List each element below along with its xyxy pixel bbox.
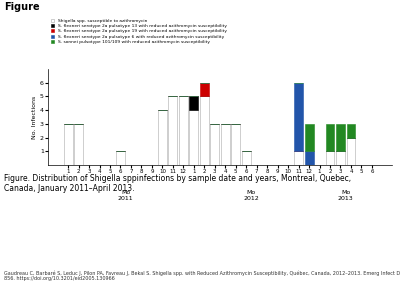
Bar <box>304 124 314 151</box>
Bar <box>168 96 177 165</box>
Bar <box>294 83 303 151</box>
Bar <box>304 151 314 165</box>
Bar <box>189 96 198 110</box>
Text: Mo
2011: Mo 2011 <box>118 190 134 201</box>
Bar <box>242 151 251 165</box>
Bar <box>294 151 303 165</box>
Bar <box>346 124 356 138</box>
Bar <box>221 124 230 165</box>
Text: Mo
2012: Mo 2012 <box>244 190 259 201</box>
Bar <box>336 151 345 165</box>
Bar <box>189 110 198 165</box>
Bar <box>64 124 72 165</box>
Bar <box>231 124 240 165</box>
Text: Gaudreau C, Barbaré S, Leduc J, Pilon PA, Favreau J, Bekal S. Shigella spp. with: Gaudreau C, Barbaré S, Leduc J, Pilon PA… <box>4 270 400 281</box>
Legend: Shigella spp. susceptible to azithromycin, S. flexneri serotype 2a pulsotype 13 : Shigella spp. susceptible to azithromyci… <box>50 18 227 44</box>
Bar <box>74 124 83 165</box>
Bar <box>158 110 167 165</box>
Bar <box>326 151 334 165</box>
Bar <box>179 96 188 165</box>
Bar <box>210 124 219 165</box>
Bar <box>336 124 345 151</box>
Text: Figure: Figure <box>4 2 40 11</box>
Bar <box>346 138 356 165</box>
Bar <box>326 124 334 151</box>
Text: Mo
2013: Mo 2013 <box>338 190 354 201</box>
Bar <box>200 96 209 165</box>
Text: Figure. Distribution of Shigella sppinfections by sample date and years, Montrea: Figure. Distribution of Shigella sppinfe… <box>4 174 351 194</box>
Bar <box>200 83 209 96</box>
Bar <box>116 151 125 165</box>
Y-axis label: No. Infections: No. Infections <box>32 95 37 139</box>
